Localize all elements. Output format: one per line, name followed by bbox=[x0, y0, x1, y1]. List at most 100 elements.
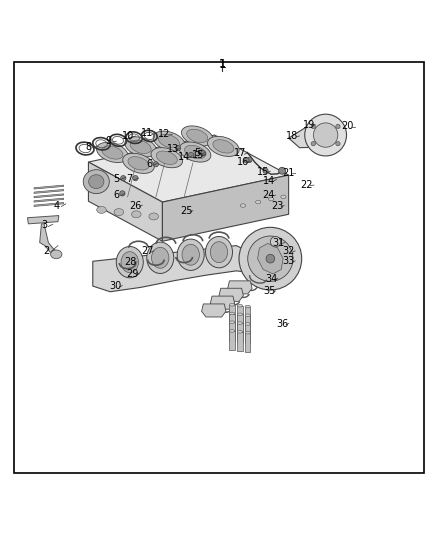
Ellipse shape bbox=[147, 242, 174, 273]
Bar bbox=[230, 305, 235, 324]
Ellipse shape bbox=[237, 304, 243, 307]
Bar bbox=[245, 333, 251, 352]
Text: 31: 31 bbox=[272, 238, 285, 247]
Circle shape bbox=[201, 151, 206, 156]
Ellipse shape bbox=[245, 314, 251, 317]
Circle shape bbox=[266, 254, 275, 263]
Text: 26: 26 bbox=[129, 200, 141, 211]
Ellipse shape bbox=[281, 195, 286, 199]
Polygon shape bbox=[34, 194, 64, 198]
Circle shape bbox=[305, 114, 346, 156]
Text: 28: 28 bbox=[124, 257, 136, 267]
Ellipse shape bbox=[230, 329, 235, 332]
Bar bbox=[237, 305, 243, 325]
Ellipse shape bbox=[245, 332, 251, 334]
Polygon shape bbox=[210, 296, 235, 309]
Polygon shape bbox=[201, 304, 226, 317]
Text: 27: 27 bbox=[141, 246, 153, 256]
Polygon shape bbox=[228, 281, 252, 294]
Text: 17: 17 bbox=[234, 148, 246, 158]
Bar bbox=[237, 314, 243, 334]
Text: 33: 33 bbox=[283, 256, 295, 266]
Ellipse shape bbox=[181, 126, 213, 146]
Ellipse shape bbox=[255, 200, 261, 204]
Ellipse shape bbox=[237, 322, 243, 325]
Polygon shape bbox=[219, 288, 244, 301]
Text: 23: 23 bbox=[271, 200, 283, 211]
Circle shape bbox=[120, 175, 126, 181]
Circle shape bbox=[239, 228, 302, 290]
Ellipse shape bbox=[187, 129, 208, 143]
Circle shape bbox=[263, 168, 268, 173]
Text: 7: 7 bbox=[127, 174, 133, 184]
Circle shape bbox=[314, 123, 338, 147]
Polygon shape bbox=[34, 198, 64, 202]
Ellipse shape bbox=[230, 312, 235, 315]
Ellipse shape bbox=[177, 239, 204, 270]
Ellipse shape bbox=[125, 137, 156, 157]
Polygon shape bbox=[40, 224, 58, 256]
Circle shape bbox=[153, 161, 159, 167]
Text: 30: 30 bbox=[110, 281, 121, 291]
Ellipse shape bbox=[245, 305, 251, 308]
Ellipse shape bbox=[152, 247, 169, 268]
Ellipse shape bbox=[208, 136, 239, 156]
Text: 32: 32 bbox=[283, 246, 295, 256]
Ellipse shape bbox=[210, 241, 228, 263]
Ellipse shape bbox=[121, 252, 138, 272]
Ellipse shape bbox=[245, 322, 251, 325]
Text: 5: 5 bbox=[194, 148, 200, 158]
Text: 25: 25 bbox=[180, 206, 193, 216]
Circle shape bbox=[199, 150, 204, 155]
Ellipse shape bbox=[114, 208, 124, 215]
Text: 8: 8 bbox=[85, 142, 92, 152]
Text: 16: 16 bbox=[237, 157, 250, 167]
Bar bbox=[230, 322, 235, 341]
Circle shape bbox=[336, 124, 340, 128]
Text: 35: 35 bbox=[263, 286, 275, 296]
Text: 9: 9 bbox=[105, 136, 111, 146]
Circle shape bbox=[247, 157, 252, 163]
Text: 6: 6 bbox=[113, 190, 120, 200]
Ellipse shape bbox=[156, 151, 177, 164]
Polygon shape bbox=[162, 175, 289, 241]
Circle shape bbox=[248, 236, 293, 281]
Ellipse shape bbox=[159, 134, 180, 148]
Text: 20: 20 bbox=[341, 122, 353, 131]
Ellipse shape bbox=[179, 142, 211, 162]
Ellipse shape bbox=[102, 146, 123, 159]
Text: 34: 34 bbox=[265, 273, 277, 284]
Circle shape bbox=[244, 158, 249, 163]
Text: 29: 29 bbox=[126, 269, 138, 279]
Ellipse shape bbox=[128, 157, 149, 170]
Polygon shape bbox=[34, 189, 64, 193]
Ellipse shape bbox=[237, 313, 243, 316]
Text: 1: 1 bbox=[219, 58, 226, 70]
Text: 6: 6 bbox=[146, 159, 152, 169]
Text: 13: 13 bbox=[167, 144, 179, 154]
Text: 10: 10 bbox=[121, 131, 134, 141]
Ellipse shape bbox=[123, 154, 154, 173]
Circle shape bbox=[176, 146, 181, 151]
Circle shape bbox=[270, 237, 281, 247]
Ellipse shape bbox=[240, 204, 246, 207]
Polygon shape bbox=[34, 185, 64, 189]
Polygon shape bbox=[88, 135, 289, 202]
Text: 12: 12 bbox=[159, 129, 171, 139]
Polygon shape bbox=[28, 215, 59, 224]
Bar bbox=[230, 331, 235, 350]
Ellipse shape bbox=[205, 237, 233, 268]
Circle shape bbox=[336, 141, 340, 146]
Ellipse shape bbox=[97, 206, 106, 213]
Ellipse shape bbox=[50, 250, 62, 259]
Ellipse shape bbox=[182, 244, 199, 265]
Text: 3: 3 bbox=[41, 220, 47, 230]
Circle shape bbox=[133, 175, 138, 181]
Circle shape bbox=[279, 167, 286, 174]
Polygon shape bbox=[34, 203, 64, 206]
Ellipse shape bbox=[130, 140, 151, 154]
Circle shape bbox=[188, 152, 194, 158]
Text: 5: 5 bbox=[113, 174, 120, 184]
Text: 11: 11 bbox=[141, 128, 153, 139]
Bar bbox=[245, 324, 251, 343]
